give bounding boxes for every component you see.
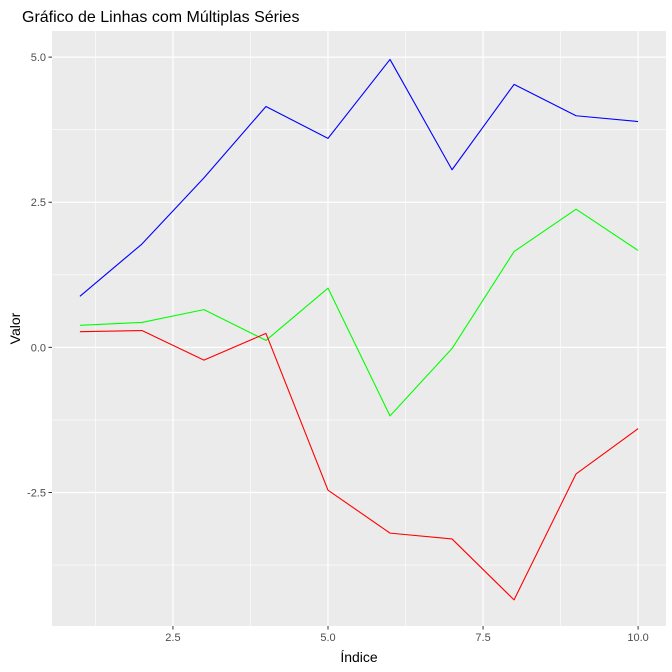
y-tick-label-3: -2.5 — [27, 487, 46, 499]
series-line-0 — [79, 58, 639, 297]
chart-title: Gráfico de Linhas com Múltiplas Séries — [22, 9, 299, 26]
plot-panel — [52, 31, 666, 626]
series-lines — [79, 58, 639, 601]
y-axis-ticks: 5.0 2.5 0.0 -2.5 — [27, 52, 52, 499]
y-axis-title: Valor — [7, 312, 23, 344]
major-gridlines — [52, 31, 666, 626]
x-tick-label-3: 10.0 — [627, 632, 648, 644]
x-axis-title: Índice — [340, 649, 378, 665]
x-tick-label-2: 7.5 — [475, 632, 490, 644]
y-tick-label-1: 2.5 — [31, 197, 46, 209]
x-tick-label-0: 2.5 — [165, 632, 180, 644]
y-tick-label-2: 0.0 — [31, 342, 46, 354]
series-line-2 — [79, 329, 639, 601]
x-tick-label-1: 5.0 — [320, 632, 335, 644]
x-axis-ticks: 2.5 5.0 7.5 10.0 — [165, 626, 649, 644]
y-tick-label-0: 5.0 — [31, 52, 46, 64]
minor-gridlines — [52, 31, 666, 626]
series-line-1 — [79, 208, 639, 417]
